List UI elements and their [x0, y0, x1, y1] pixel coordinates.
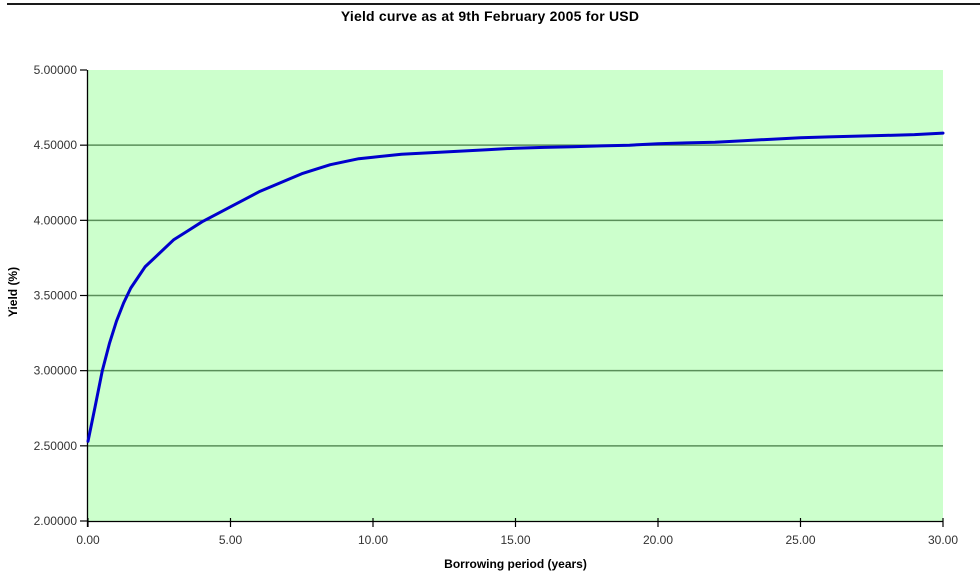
y-tick-label: 3.50000	[34, 289, 78, 303]
y-axis-title: Yield (%)	[6, 266, 20, 318]
chart-title: Yield curve as at 9th February 2005 for …	[340, 8, 640, 24]
yield-curve-line	[86, 131, 945, 443]
x-tick-label: 20.00	[643, 533, 673, 547]
y-tick-label: 4.00000	[34, 213, 78, 227]
x-tick-label: 10.00	[358, 533, 388, 547]
y-tick-label: 2.50000	[34, 439, 78, 453]
x-axis-title: Borrowing period (years)	[444, 557, 587, 571]
x-tick-label: 5.00	[219, 533, 243, 547]
y-tick-label: 3.00000	[34, 364, 78, 378]
x-tick-label: 15.00	[500, 533, 530, 547]
x-tick-label: 0.00	[76, 533, 100, 547]
y-tick-label: 4.50000	[34, 138, 78, 152]
x-tick-label: 30.00	[928, 533, 958, 547]
x-tick-label: 25.00	[785, 533, 815, 547]
y-tick-label: 5.00000	[34, 63, 78, 77]
window-top-border	[7, 3, 980, 5]
y-tick-label: 2.00000	[34, 514, 78, 528]
